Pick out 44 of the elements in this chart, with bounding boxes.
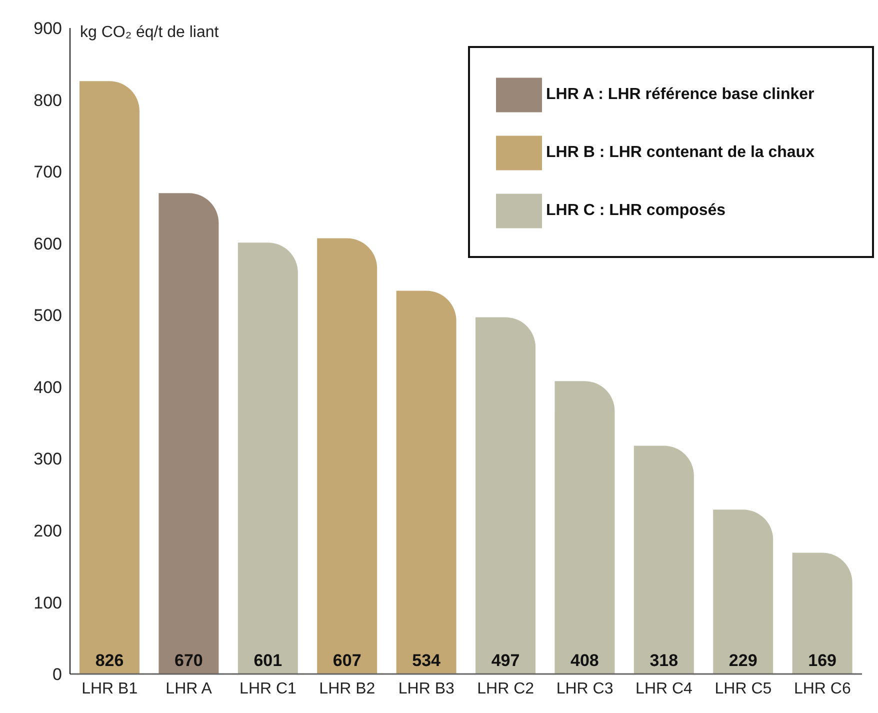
legend-label: LHR B : LHR contenant de la chaux: [546, 144, 814, 161]
y-axis-title: kg CO₂ éq/t de liant: [80, 24, 220, 41]
data-label: 670: [174, 651, 203, 670]
x-tick-label: LHR B3: [398, 680, 455, 698]
legend-label: LHR A : LHR référence base clinker: [546, 86, 814, 103]
y-tick-label: 200: [34, 521, 62, 540]
x-tick-label: LHR B2: [319, 680, 376, 698]
data-label: 169: [808, 651, 836, 670]
data-label: 229: [728, 651, 758, 670]
x-tick-label: LHR A: [166, 680, 212, 698]
x-tick-label: LHR C2: [477, 680, 534, 698]
data-label: 318: [650, 651, 678, 670]
data-label: 826: [95, 651, 124, 670]
bar: [476, 317, 536, 674]
y-tick-label: 800: [34, 90, 62, 110]
y-tick-label: 300: [34, 450, 62, 469]
bar: [713, 510, 774, 674]
y-tick-label: 600: [34, 234, 62, 254]
x-tick-label: LHR C4: [636, 680, 693, 698]
bar: [792, 552, 852, 674]
bar: [634, 446, 694, 674]
data-label: 534: [412, 651, 442, 670]
y-tick-label: 400: [34, 378, 62, 397]
x-tick-label: LHR C5: [714, 680, 772, 698]
bar: [80, 81, 140, 674]
x-tick-label: LHR B1: [82, 680, 138, 698]
x-tick-label: LHR C6: [794, 680, 851, 698]
data-label: 601: [254, 651, 282, 670]
data-label: 607: [332, 651, 362, 670]
bar: [317, 238, 378, 674]
x-tick-label: LHR C1: [240, 680, 297, 698]
bar: [396, 290, 456, 674]
y-tick-label: 500: [34, 306, 62, 326]
data-label: 497: [491, 651, 520, 670]
bar: [554, 381, 615, 674]
y-tick-label: 100: [34, 593, 62, 612]
y-tick-label: 900: [34, 19, 62, 38]
bar: [158, 193, 219, 674]
data-label: 408: [570, 651, 599, 670]
y-tick-label: 700: [34, 162, 62, 182]
x-tick-label: LHR C3: [556, 680, 614, 698]
bar: [238, 242, 298, 674]
y-tick-label: 0: [52, 665, 62, 684]
legend-label: LHR C : LHR composés: [546, 202, 726, 219]
